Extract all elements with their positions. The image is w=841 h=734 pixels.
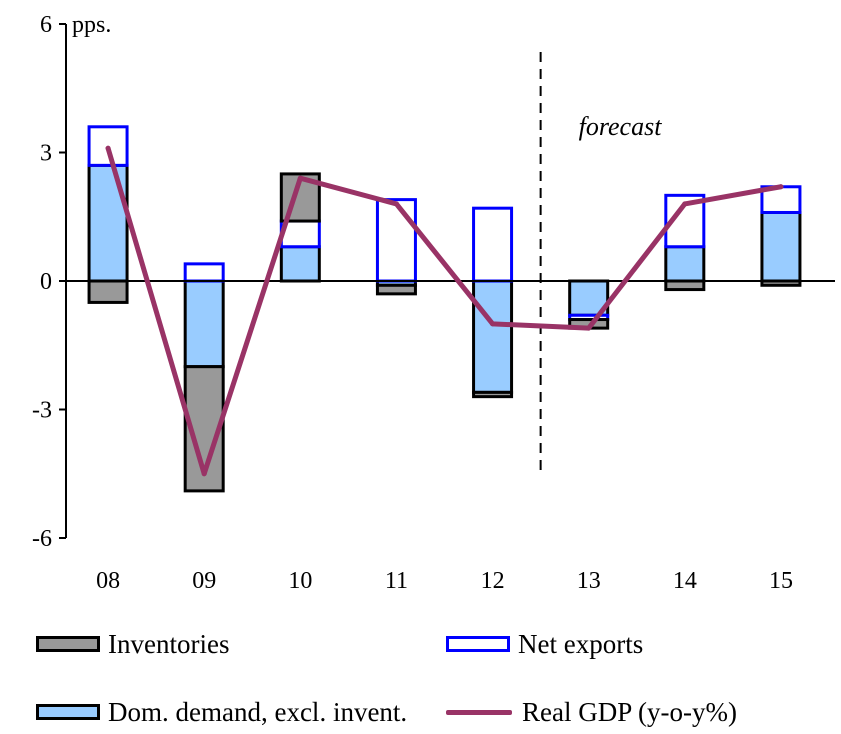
bar-dom-demand-excl-invent-09 bbox=[183, 279, 225, 369]
legend-label-dom-demand: Dom. demand, excl. invent. bbox=[108, 696, 408, 727]
legend-swatch-dom-demand bbox=[36, 704, 100, 720]
point-real-gdp-14 bbox=[682, 201, 688, 207]
bar-inventories-12 bbox=[472, 390, 514, 399]
forecast-label: forecast bbox=[579, 112, 663, 141]
point-real-gdp-10 bbox=[297, 175, 303, 181]
legend-item-inventories: Inventories bbox=[36, 624, 229, 664]
legend-swatch-inventories bbox=[36, 636, 100, 652]
axes-layer: 6 3 0 -3 -6 08 09 10 11 12 13 14 15 bbox=[32, 12, 835, 594]
bar-dom-demand-excl-invent-14 bbox=[664, 245, 706, 283]
point-real-gdp-09 bbox=[201, 471, 207, 477]
legend-swatch-net-exports bbox=[446, 636, 510, 652]
bar-dom-demand-excl-invent-15 bbox=[760, 210, 802, 283]
legend-label-real-gdp: Real GDP (y-o-y%) bbox=[522, 696, 737, 727]
bar-net-exports-11 bbox=[375, 198, 417, 283]
bar-net-exports-12 bbox=[472, 206, 514, 283]
x-tick-label: 15 bbox=[769, 568, 793, 594]
bar-inventories-11 bbox=[375, 283, 417, 296]
point-real-gdp-15 bbox=[778, 184, 784, 190]
legend-swatch-real-gdp bbox=[446, 709, 512, 715]
legend-label-net-exports: Net exports bbox=[518, 628, 644, 659]
legend-item-dom-demand: Dom. demand, excl. invent. bbox=[36, 692, 407, 732]
x-tick-label: 10 bbox=[288, 568, 312, 594]
bar-net-exports-09 bbox=[183, 262, 225, 283]
point-real-gdp-08 bbox=[105, 145, 111, 151]
legend-item-net-exports: Net exports bbox=[446, 624, 643, 664]
y-tick-label: -3 bbox=[32, 398, 52, 424]
bar-dom-demand-excl-invent-08 bbox=[87, 163, 129, 283]
bar-dom-demand-excl-invent-12 bbox=[472, 279, 514, 394]
x-tick-label: 09 bbox=[192, 568, 216, 594]
legend-item-real-gdp: Real GDP (y-o-y%) bbox=[446, 692, 737, 732]
bar-inventories-08 bbox=[87, 279, 129, 304]
y-tick-label: 3 bbox=[40, 141, 52, 167]
x-tick-label: 12 bbox=[481, 568, 505, 594]
bar-dom-demand-excl-invent-10 bbox=[279, 245, 321, 283]
bar-inventories-14 bbox=[664, 279, 706, 292]
legend: Inventories Net exports Dom. demand, exc… bbox=[0, 610, 841, 734]
y-tick-label: -6 bbox=[32, 526, 52, 552]
point-real-gdp-12 bbox=[490, 321, 496, 327]
y-tick-label: 6 bbox=[40, 12, 52, 38]
x-tick-label: 14 bbox=[673, 568, 697, 594]
bars-layer bbox=[87, 125, 802, 493]
x-tick-label: 13 bbox=[577, 568, 601, 594]
point-real-gdp-11 bbox=[393, 201, 399, 207]
legend-label-inventories: Inventories bbox=[108, 628, 230, 659]
x-tick-label: 08 bbox=[96, 568, 120, 594]
y-axis-unit-label: pps. bbox=[72, 12, 111, 38]
y-tick-label: 0 bbox=[40, 269, 52, 295]
x-tick-label: 11 bbox=[385, 568, 408, 594]
series-line-real-gdp bbox=[105, 145, 784, 477]
chart: 6 3 0 -3 -6 08 09 10 11 12 13 14 15 forecast pps. bbox=[32, 12, 835, 594]
point-real-gdp-13 bbox=[586, 325, 592, 331]
